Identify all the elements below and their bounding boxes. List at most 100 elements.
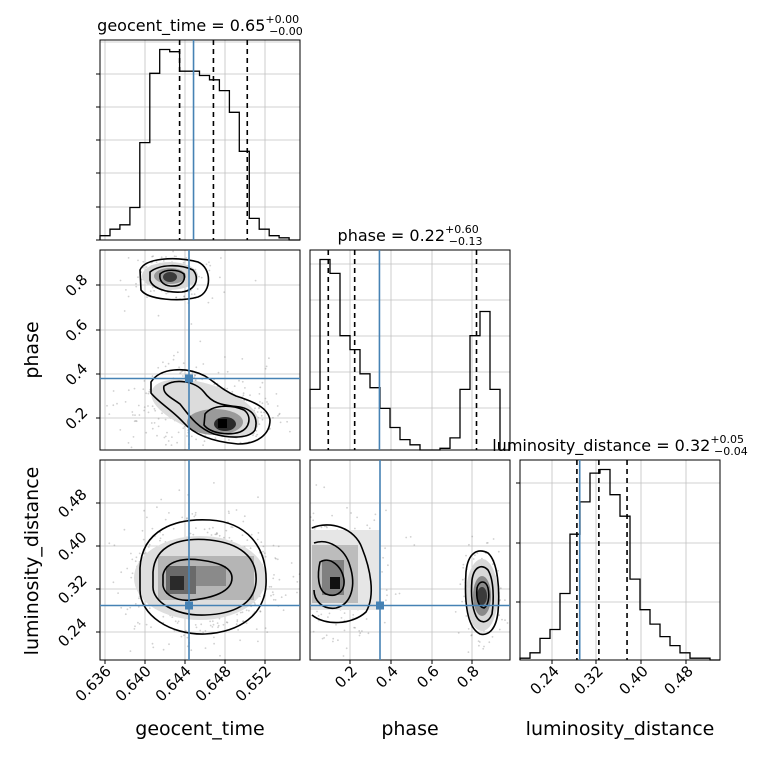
sample-point: [225, 621, 228, 624]
sample-point: [202, 363, 205, 365]
sample-point: [181, 516, 184, 519]
sample-point: [242, 620, 245, 623]
sample-point: [209, 624, 212, 627]
sample-point: [504, 619, 506, 621]
sample-point: [258, 393, 261, 395]
sample-point: [143, 406, 146, 408]
sample-point: [304, 589, 306, 591]
sample-point: [387, 564, 389, 567]
sample-point: [305, 570, 307, 572]
sample-point: [194, 379, 197, 381]
sample-point: [162, 361, 164, 364]
sample-point: [374, 513, 377, 516]
sample-point: [186, 435, 188, 437]
sample-point: [263, 552, 266, 555]
sample-point: [307, 610, 309, 612]
sample-point: [142, 538, 145, 541]
sample-point: [340, 617, 343, 619]
sample-point: [482, 647, 485, 650]
sample-point: [259, 610, 262, 613]
sample-point: [138, 623, 141, 625]
sample-point: [175, 296, 178, 299]
sample-point: [143, 380, 146, 382]
sample-point: [190, 435, 193, 438]
sample-point: [274, 599, 277, 601]
sample-point: [164, 518, 167, 521]
sample-point: [185, 257, 188, 259]
sample-point: [230, 664, 232, 666]
sample-point: [134, 560, 137, 563]
sample-point: [332, 637, 335, 640]
sample-point: [257, 496, 259, 499]
sample-point: [280, 550, 282, 552]
sample-point: [305, 591, 307, 593]
sample-point: [262, 545, 265, 548]
sample-point: [462, 563, 465, 566]
truth-marker: [185, 601, 193, 610]
sample-point: [131, 558, 134, 561]
sample-point: [203, 528, 206, 531]
sample-point: [211, 620, 214, 623]
sample-point: [266, 401, 268, 403]
sample-point: [263, 411, 265, 414]
tick-label: 0.8: [453, 662, 483, 692]
sample-point: [127, 257, 130, 259]
sample-point: [275, 557, 277, 560]
sample-point: [124, 401, 127, 403]
sample-point: [478, 644, 480, 647]
title-plus: +0.05: [710, 433, 744, 446]
tick-label: 0.636: [72, 662, 115, 705]
sample-point: [202, 444, 205, 447]
sample-point: [137, 259, 139, 262]
sample-point: [140, 278, 143, 281]
sample-point: [127, 295, 130, 298]
quantile-lines-phase: [327, 250, 478, 450]
sample-point: [131, 572, 134, 575]
sample-point: [241, 534, 244, 537]
sample-point: [468, 543, 470, 546]
sample-point: [236, 620, 239, 623]
sample-point: [504, 599, 506, 601]
sample-point: [212, 526, 214, 529]
sample-point: [277, 414, 279, 417]
sample-point: [145, 552, 147, 554]
sample-point: [260, 414, 263, 417]
sample-point: [462, 566, 465, 569]
title-luminosity-distance: luminosity_distance = 0.32+0.05 −0.04: [492, 433, 748, 458]
sample-point: [219, 276, 221, 279]
sample-point: [241, 358, 244, 360]
sample-point: [148, 607, 151, 609]
sample-point: [193, 515, 196, 518]
sample-point: [216, 532, 219, 535]
sample-point: [283, 564, 285, 566]
sample-point: [384, 547, 386, 550]
sample-point: [284, 594, 287, 596]
sample-point: [258, 406, 261, 409]
sample-point: [320, 613, 323, 616]
sample-point: [279, 421, 282, 424]
sample-point: [287, 612, 289, 614]
sample-point: [150, 626, 152, 629]
sample-point: [276, 558, 279, 561]
sample-point: [134, 420, 137, 422]
y-tick-labels-phase: 0.2 0.4 0.6 0.8: [62, 271, 92, 434]
sample-point: [166, 431, 168, 434]
sample-point: [296, 591, 298, 594]
sample-point: [173, 354, 175, 357]
sample-point: [194, 374, 197, 377]
sample-point: [131, 411, 134, 413]
truth-marker: [185, 374, 193, 383]
sample-point: [137, 276, 139, 279]
sample-point: [153, 408, 156, 410]
sample-point: [215, 532, 218, 534]
sample-point: [255, 435, 257, 438]
sample-point: [135, 282, 137, 285]
sample-point: [168, 512, 170, 514]
sample-point: [257, 640, 259, 643]
x-axis-label-luminosity-distance: luminosity_distance: [526, 718, 715, 740]
sample-point: [264, 555, 267, 558]
sample-point: [171, 436, 173, 438]
panel-hist-phase: phase = 0.22+0.60 −0.13: [309, 223, 511, 451]
sample-point: [474, 554, 476, 557]
sample-point: [142, 388, 145, 391]
